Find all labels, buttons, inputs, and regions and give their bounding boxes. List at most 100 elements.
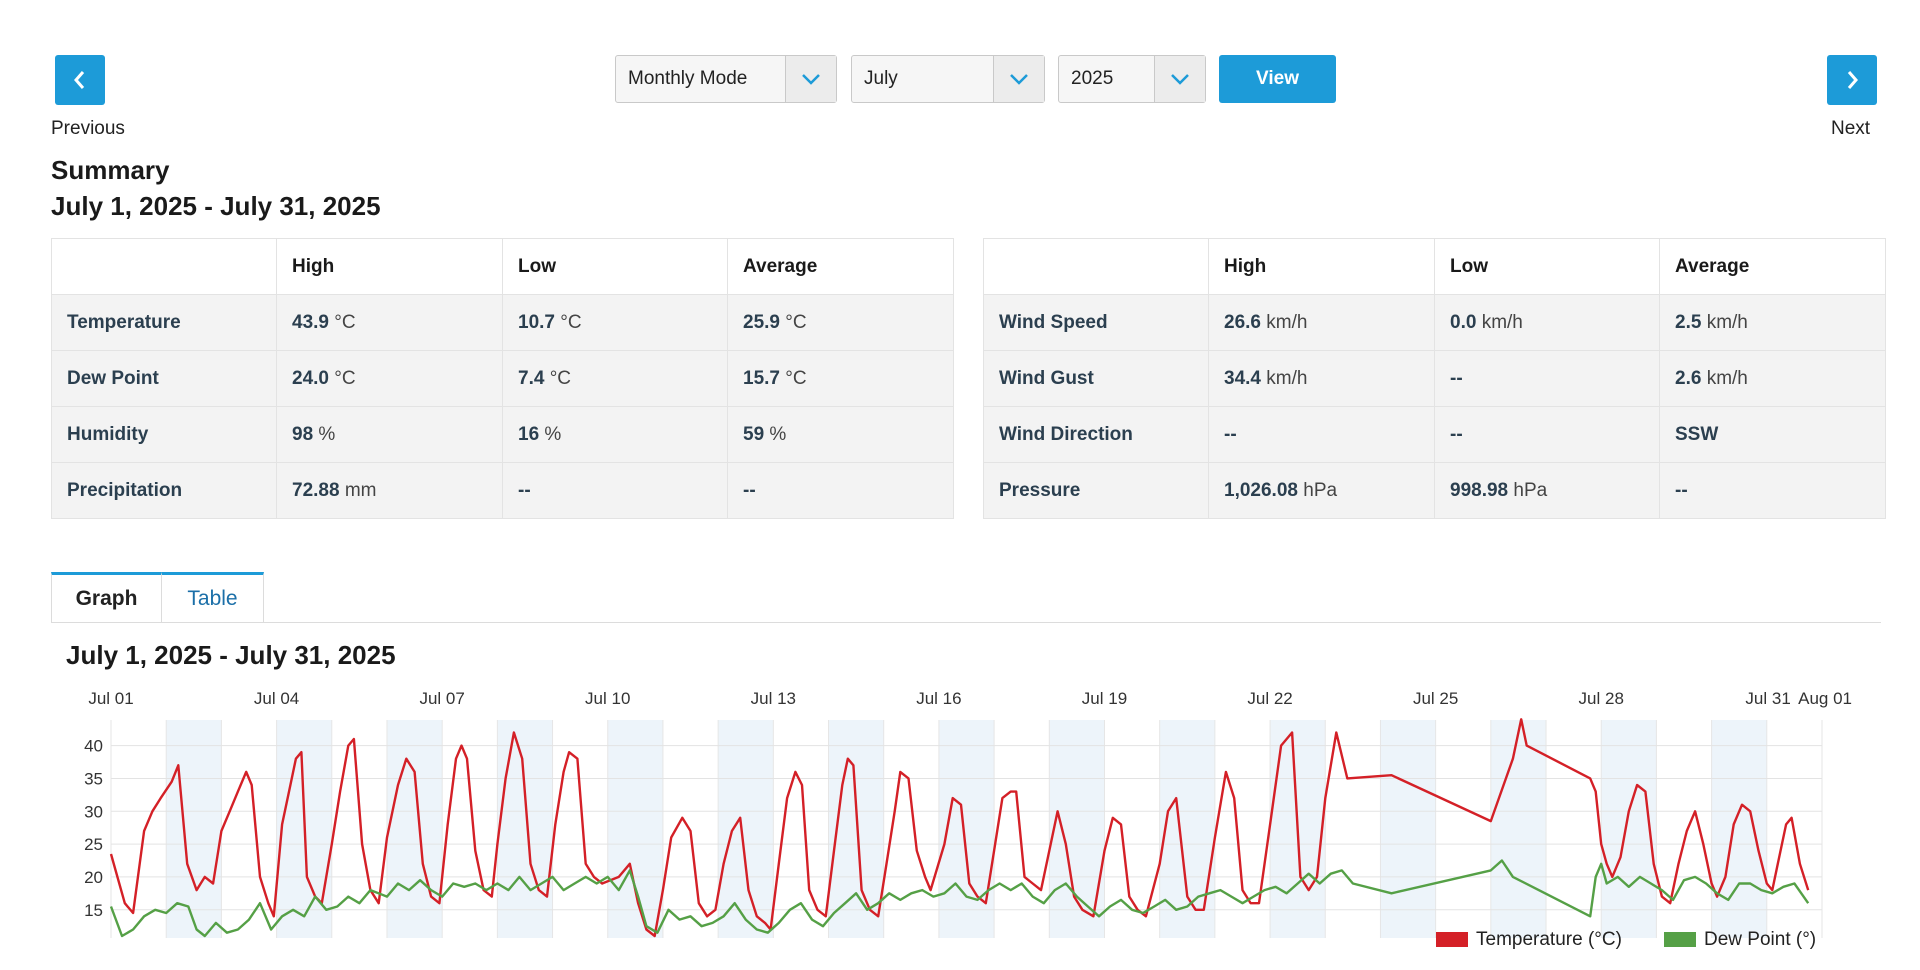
y-tick-label: 40 [84,737,103,756]
day-band [1380,720,1436,938]
summary-table-right: High Low Average Wind Speed 26.6 km/h 0.… [983,238,1886,519]
unit: % [764,423,787,445]
row-label: Wind Gust [983,350,1209,407]
avg-value: -- [743,479,756,501]
graph-title: July 1, 2025 - July 31, 2025 [66,640,396,670]
table-row: Humidity 98 % 16 % 59 % [51,406,954,463]
previous-button[interactable] [55,55,105,105]
column-header [983,238,1209,295]
y-tick-label: 35 [84,769,103,788]
avg-cell: SSW [1659,406,1886,463]
table-row: Wind Speed 26.6 km/h 0.0 km/h 2.5 km/h [983,294,1886,351]
column-header: High [1208,238,1435,295]
high-value: 24.0 [292,367,329,389]
day-band [166,720,222,938]
avg-value: 2.5 [1675,311,1702,333]
column-header: Low [1434,238,1660,295]
row-label: Temperature [51,294,277,351]
row-label: Pressure [983,462,1209,519]
unit: hPa [1508,479,1548,501]
high-value: 72.88 [292,479,340,501]
next-button[interactable] [1827,55,1877,105]
unit: % [313,423,336,445]
y-tick-label: 30 [84,802,103,821]
summary-title: Summary [51,155,170,185]
low-value: 16 [518,423,540,445]
unit: °C [779,367,807,389]
avg-value: 2.6 [1675,367,1702,389]
x-tick-label: Jul 13 [751,689,796,708]
avg-value: 15.7 [743,367,780,389]
high-cell: 24.0 °C [276,350,503,407]
tab-table[interactable]: Table [162,572,264,622]
x-tick-label: Aug 01 [1798,689,1852,708]
legend-label: Temperature (°C) [1476,929,1622,950]
x-tick-label: Jul 28 [1579,689,1624,708]
avg-value: -- [1675,479,1688,501]
table-header-row: High Low Average [983,238,1886,295]
summary-table-left: High Low Average Temperature 43.9 °C 10.… [51,238,954,519]
month-select-value: July [864,68,898,89]
chevron-right-icon [1847,71,1858,89]
high-cell: 1,026.08 hPa [1208,462,1435,519]
high-cell: -- [1208,406,1435,463]
x-tick-label: Jul 04 [254,689,299,708]
high-cell: 43.9 °C [276,294,503,351]
unit: km/h [1260,367,1308,389]
low-value: 10.7 [518,311,555,333]
unit: °C [328,311,356,333]
unit: mm [339,479,377,501]
low-cell: 7.4 °C [502,350,728,407]
table-row: Wind Direction -- -- SSW [983,406,1886,463]
x-tick-label: Jul 22 [1247,689,1292,708]
low-value: -- [1450,367,1463,389]
legend-swatch [1664,932,1696,947]
table-row: Wind Gust 34.4 km/h -- 2.6 km/h [983,350,1886,407]
mode-select-value: Monthly Mode [628,68,748,89]
high-value: 98 [292,423,314,445]
avg-cell: -- [1659,462,1886,519]
column-header: Average [727,238,954,295]
x-tick-label: Jul 19 [1082,689,1127,708]
previous-label[interactable]: Previous [51,118,125,139]
avg-value: 25.9 [743,311,780,333]
y-tick-label: 25 [84,835,103,854]
high-cell: 98 % [276,406,503,463]
unit: °C [328,367,356,389]
row-label: Wind Direction [983,406,1209,463]
day-band [718,720,774,938]
low-cell: -- [1434,350,1660,407]
x-tick-label: Jul 07 [419,689,464,708]
column-header [51,238,277,295]
high-value: 34.4 [1224,367,1261,389]
table-row: Temperature 43.9 °C 10.7 °C 25.9 °C [51,294,954,351]
legend-label: Dew Point (°) [1704,929,1816,950]
next-label[interactable]: Next [1831,118,1871,139]
tab-graph[interactable]: Graph [51,572,162,622]
year-select[interactable]: 2025 [1058,55,1206,103]
row-label: Dew Point [51,350,277,407]
x-tick-label: Jul 10 [585,689,630,708]
high-value: 26.6 [1224,311,1261,333]
day-band [1601,720,1657,938]
low-cell: 10.7 °C [502,294,728,351]
unit: km/h [1701,367,1748,389]
day-band [386,720,443,938]
high-value: -- [1224,423,1237,445]
y-tick-label: 20 [84,868,103,887]
unit: °C [779,311,807,333]
unit: km/h [1701,311,1748,333]
column-header: Low [502,238,728,295]
x-tick-label: Jul 25 [1413,689,1458,708]
month-select[interactable]: July [851,55,1045,103]
low-cell: 16 % [502,406,728,463]
series-line [109,859,1810,938]
table-row: Pressure 1,026.08 hPa 998.98 hPa -- [983,462,1886,519]
unit: % [539,423,562,445]
column-header: High [276,238,503,295]
view-button[interactable]: View [1219,55,1336,103]
table-row: Precipitation 72.88 mm -- -- [51,462,954,519]
series-line [109,718,1810,938]
mode-select[interactable]: Monthly Mode [615,55,837,103]
y-tick-label: 15 [84,901,103,920]
